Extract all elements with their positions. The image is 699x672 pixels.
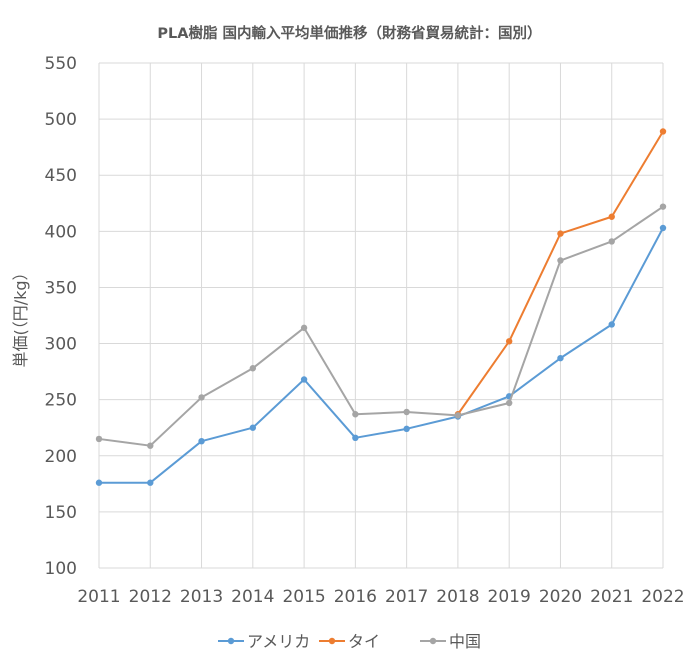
legend-label: タイ <box>348 632 380 651</box>
data-point <box>608 213 615 220</box>
data-point <box>557 257 564 264</box>
data-point <box>95 435 103 443</box>
data-point <box>198 437 205 445</box>
legend-label: アメリカ <box>247 632 310 651</box>
x-tick-label: 2018 <box>436 587 479 607</box>
data-point <box>608 238 615 245</box>
legend: アメリカ タイ 中国 <box>218 632 481 651</box>
series-line <box>99 227 664 484</box>
series-1 <box>95 224 667 486</box>
data-point <box>659 224 667 232</box>
y-axis-ticks: 100 150 200 250 300 350 400 450 500 550 <box>45 54 77 579</box>
y-tick-label: 500 <box>45 110 77 130</box>
data-point <box>659 128 667 135</box>
y-tick-label: 250 <box>45 391 77 411</box>
x-tick-label: 2021 <box>590 587 633 607</box>
x-tick-label: 2019 <box>488 587 531 607</box>
legend-item-3: 中国 <box>420 632 481 651</box>
data-point <box>505 399 513 407</box>
y-tick-label: 450 <box>45 166 77 186</box>
x-tick-label: 2017 <box>385 587 428 607</box>
y-tick-label: 400 <box>45 222 77 242</box>
series-group <box>95 128 667 486</box>
data-point <box>198 394 205 401</box>
series-line <box>98 205 664 447</box>
x-tick-label: 2022 <box>641 587 684 607</box>
x-tick-label: 2011 <box>77 587 120 607</box>
data-point <box>557 354 564 362</box>
legend-item-2: タイ <box>319 632 380 651</box>
x-tick-label: 2012 <box>129 587 172 607</box>
y-tick-label: 350 <box>45 278 77 298</box>
y-tick-label: 150 <box>45 503 77 523</box>
data-point <box>454 412 462 419</box>
y-tick-label: 200 <box>45 447 77 467</box>
x-tick-label: 2013 <box>180 587 223 607</box>
series-2 <box>454 128 667 418</box>
data-point <box>659 203 667 210</box>
data-point <box>352 434 359 442</box>
data-point <box>147 479 154 486</box>
legend-marker <box>328 637 336 645</box>
legend-item-1: アメリカ <box>218 632 310 651</box>
data-point <box>557 230 564 237</box>
data-point <box>608 321 615 328</box>
legend-marker <box>227 637 235 645</box>
data-point <box>249 424 257 431</box>
x-axis-ticks: 2011 2012 2013 2014 2015 2016 2017 2018 2019 2020… <box>77 587 684 607</box>
data-point <box>403 408 410 416</box>
x-tick-label: 2015 <box>282 587 325 607</box>
x-tick-label: 2016 <box>334 587 377 607</box>
data-point <box>95 479 103 486</box>
chart-title: PLA樹脂 国内輸入平均単価推移（財務省貿易統計：国別） <box>157 24 541 42</box>
x-tick-label: 2014 <box>231 587 274 607</box>
data-point <box>505 338 513 345</box>
data-point <box>300 324 308 332</box>
y-tick-label: 300 <box>45 335 77 355</box>
data-point <box>352 411 359 418</box>
grid-lines <box>98 62 664 569</box>
legend-label: 中国 <box>449 632 481 651</box>
y-tick-label: 550 <box>45 54 77 74</box>
series-3 <box>95 203 667 449</box>
y-tick-label: 100 <box>45 559 77 579</box>
y-axis-label: 単価(（円/kg） <box>11 264 30 367</box>
data-point <box>300 376 308 383</box>
data-point <box>249 365 257 372</box>
legend-marker <box>429 637 437 645</box>
data-point <box>147 442 154 449</box>
x-tick-label: 2020 <box>539 587 582 607</box>
data-point <box>403 425 410 433</box>
